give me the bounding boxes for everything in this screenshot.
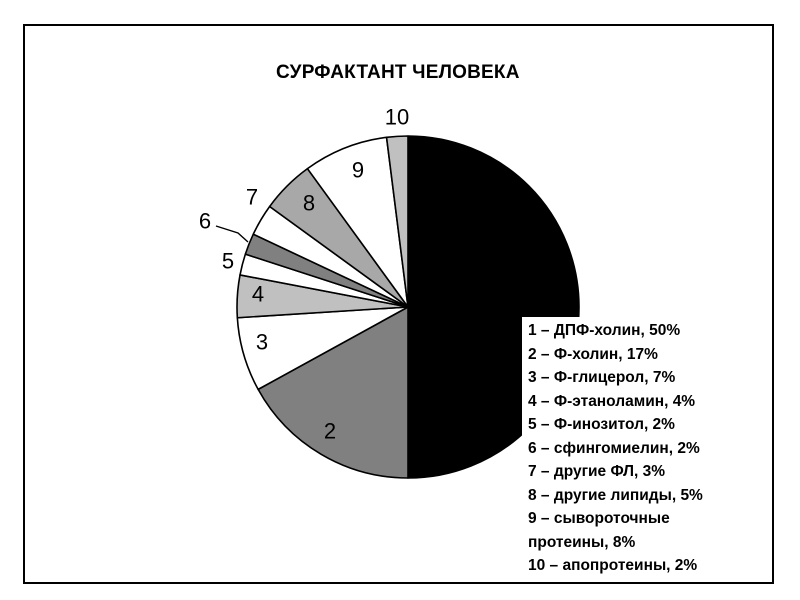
legend-item-6: 6 – сфингомиелин, 2% — [528, 439, 700, 457]
slice-label-5: 5 — [222, 249, 234, 274]
slice-label-3: 3 — [256, 330, 268, 355]
legend-item-4: 4 – Ф-этаноламин, 4% — [528, 392, 696, 410]
pie-slice-2 — [257, 306, 409, 479]
slice-label-4: 4 — [252, 282, 264, 307]
chart-title: СУРФАКТАНТ ЧЕЛОВЕКА — [276, 62, 520, 83]
legend-item-5: 5 – Ф-инозитол, 2% — [528, 416, 675, 433]
legend-item-8: 8 – другие липиды, 5% — [528, 486, 703, 504]
slice-label-7: 7 — [246, 185, 258, 210]
legend-item-7: 7 – другие ФЛ, 3% — [528, 463, 666, 480]
slice-label-8: 8 — [303, 191, 315, 216]
chart-legend: 1 – ДПФ-холин, 50% 2 – Ф-холин, 17% 3 – … — [522, 317, 748, 580]
legend-item-2: 2 – Ф-холин, 17% — [528, 345, 658, 363]
slice-label-9: 9 — [352, 158, 364, 183]
legend-item-3: 3 – Ф-глицерол, 7% — [528, 369, 676, 386]
legend-item-9: 9 – сывороточные протеины, 8% — [528, 510, 670, 551]
legend-item-1: 1 – ДПФ-холин, 50% — [528, 322, 681, 339]
legend-item-10: 10 – апопротеины, 2% — [528, 557, 698, 574]
leader-line-6 — [215, 225, 249, 243]
slice-label-6: 6 — [199, 209, 211, 234]
slice-label-10: 10 — [385, 105, 409, 130]
pie-slice-10 — [385, 135, 409, 308]
slice-label-2: 2 — [324, 419, 336, 444]
